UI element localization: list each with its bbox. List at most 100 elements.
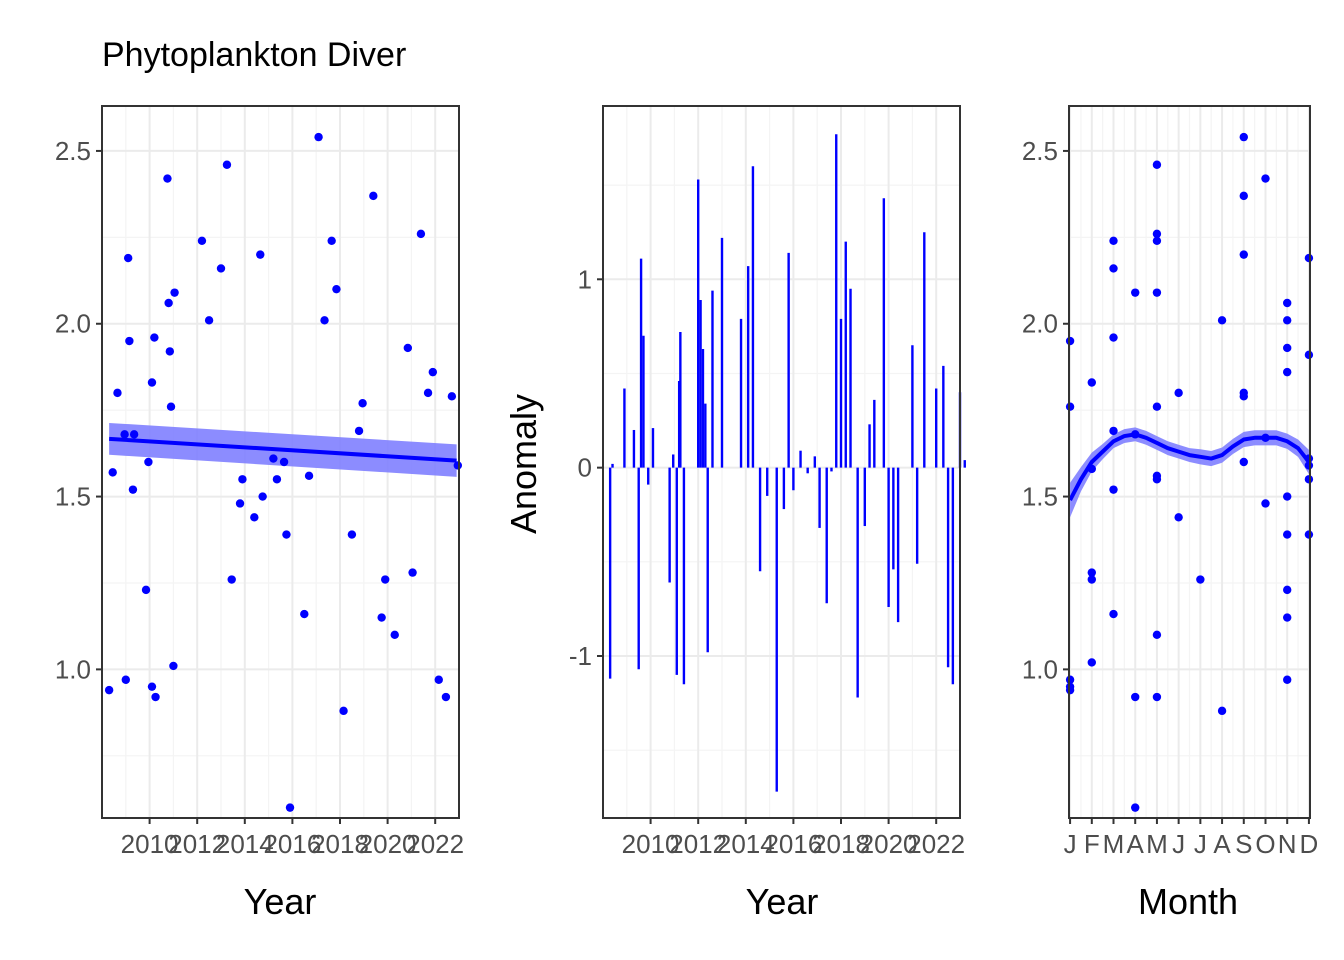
data-point — [332, 284, 341, 294]
data-point — [1239, 457, 1248, 467]
data-point — [204, 316, 214, 325]
data-point — [1239, 191, 1248, 201]
data-point — [1283, 298, 1292, 308]
x-tick-label: 2016 — [764, 829, 822, 859]
data-point — [108, 468, 117, 477]
x-tick-label: 2018 — [812, 829, 870, 859]
x-tick-label: J — [1172, 829, 1185, 859]
data-point — [272, 475, 282, 484]
data-point — [129, 430, 139, 439]
chart-title: Phytoplankton Diver — [102, 36, 406, 74]
y-tick-label: -1 — [569, 641, 592, 671]
confidence-band — [1070, 427, 1309, 518]
data-point — [166, 402, 176, 411]
x-tick-label: 2022 — [406, 829, 464, 859]
data-point — [1065, 402, 1075, 411]
data-point — [390, 630, 399, 640]
data-point — [163, 174, 172, 183]
x-tick-label: A — [1127, 829, 1145, 859]
data-point — [1283, 530, 1292, 539]
x-tick-label: J — [1194, 829, 1207, 859]
y-tick-label: 1.5 — [55, 482, 91, 512]
data-point — [354, 426, 364, 436]
x-tick-label: 2012 — [669, 829, 727, 859]
data-point — [279, 457, 289, 467]
data-point — [1131, 288, 1140, 297]
data-point — [1261, 174, 1270, 183]
data-point — [170, 288, 179, 297]
data-point — [1283, 316, 1292, 325]
data-point — [1283, 367, 1292, 377]
panel-2-y-axis-title: Anomaly — [503, 394, 544, 534]
y-tick-label: 0 — [578, 453, 592, 483]
smooth-line — [1068, 432, 1311, 501]
data-point — [1109, 426, 1118, 436]
data-point — [1065, 336, 1075, 346]
trend-line — [109, 436, 457, 463]
data-point — [121, 675, 130, 684]
data-point — [358, 399, 367, 408]
data-point — [147, 682, 157, 691]
y-tick-label: 2.0 — [1022, 309, 1058, 339]
data-point — [1217, 316, 1227, 325]
data-point — [1131, 692, 1140, 702]
x-tick-label: O — [1255, 829, 1275, 859]
data-point — [1304, 475, 1314, 484]
data-point — [1065, 685, 1075, 695]
data-point — [1304, 461, 1314, 470]
x-tick-label: 2018 — [311, 829, 369, 859]
x-tick-label: 2012 — [168, 829, 226, 859]
y-tick-label: 2.0 — [55, 309, 91, 339]
data-point — [104, 685, 114, 695]
data-point — [1239, 392, 1248, 401]
data-point — [1152, 692, 1162, 702]
data-point — [1152, 630, 1162, 640]
data-point — [1196, 575, 1205, 584]
data-point — [369, 191, 378, 201]
y-tick-label: 1.5 — [1022, 482, 1058, 512]
data-point — [1109, 609, 1118, 619]
data-point — [453, 461, 463, 470]
panel-1-x-axis-title: Year — [244, 881, 317, 922]
x-tick-label: 2022 — [907, 829, 965, 859]
data-point — [258, 492, 267, 501]
y-tick-label: 1.0 — [55, 654, 91, 684]
data-point — [1152, 288, 1162, 297]
data-point — [320, 316, 329, 325]
panel-2-x-axis-title: Year — [746, 881, 819, 922]
data-point — [269, 454, 278, 463]
x-tick-label: J — [1064, 829, 1077, 859]
data-point — [1152, 402, 1162, 411]
data-point — [1174, 513, 1183, 522]
data-point — [1087, 575, 1096, 584]
data-point — [1283, 492, 1292, 501]
data-point — [169, 661, 178, 671]
data-point — [216, 264, 226, 273]
data-point — [304, 471, 314, 481]
data-point — [144, 457, 153, 467]
data-point — [125, 336, 134, 346]
data-point — [1152, 229, 1162, 239]
data-point — [314, 132, 323, 142]
data-point — [128, 485, 138, 494]
panel-border — [602, 105, 961, 819]
data-point — [1087, 568, 1096, 577]
x-tick-label: 2020 — [359, 829, 417, 859]
data-point — [423, 388, 433, 398]
data-point — [1283, 613, 1292, 622]
data-point — [1065, 675, 1075, 684]
panel-3-x-axis-title: Month — [1138, 881, 1238, 922]
x-tick-label: 2010 — [121, 829, 179, 859]
x-tick-label: 2016 — [263, 829, 321, 859]
x-tick-label: 2014 — [216, 829, 274, 859]
data-point — [1304, 350, 1314, 360]
data-point — [300, 609, 309, 619]
month-scatter-panel: 1.01.52.02.5J F M A M J J A S O N D — [1022, 105, 1318, 859]
data-point — [1304, 530, 1314, 539]
x-tick-label: S — [1235, 829, 1252, 859]
data-point — [1239, 250, 1248, 259]
data-point — [238, 475, 247, 484]
data-point — [151, 692, 160, 702]
data-point — [235, 499, 245, 508]
